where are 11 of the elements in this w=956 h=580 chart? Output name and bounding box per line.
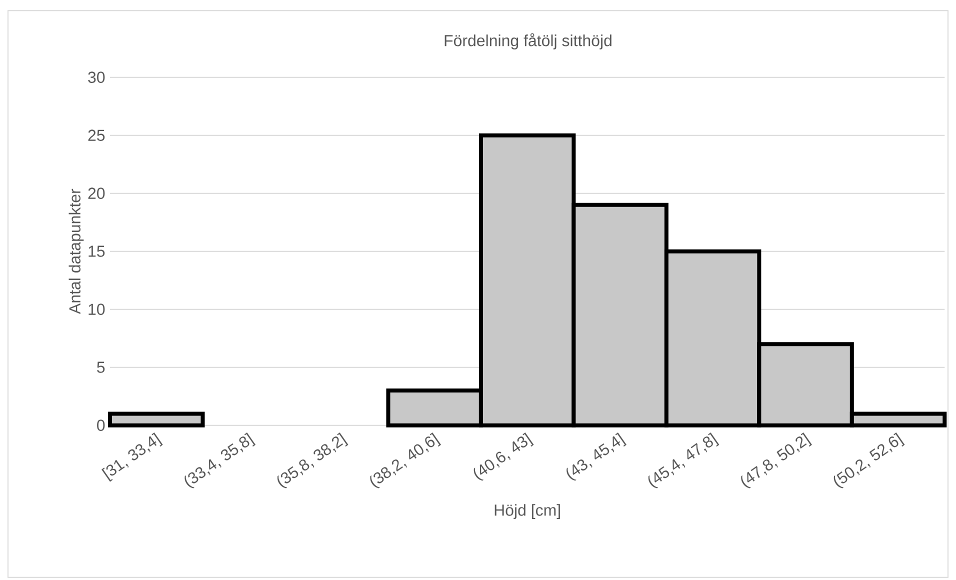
chart-title: Fördelning fåtölj sitthöjd	[444, 33, 612, 50]
x-tick-label: (43, 45,4]	[566, 432, 627, 481]
y-tick-label: 30	[88, 72, 105, 83]
x-axis-title: Höjd [cm]	[494, 504, 560, 520]
y-tick-label: 0	[97, 420, 105, 431]
y-tick-label: 25	[88, 130, 105, 141]
y-tick-label: 10	[88, 304, 105, 315]
y-tick-label: 20	[88, 188, 105, 199]
y-tick-label: 5	[97, 362, 105, 373]
y-tick-label: 15	[88, 246, 105, 257]
y-axis-title: Antal datapunkter	[68, 188, 84, 314]
